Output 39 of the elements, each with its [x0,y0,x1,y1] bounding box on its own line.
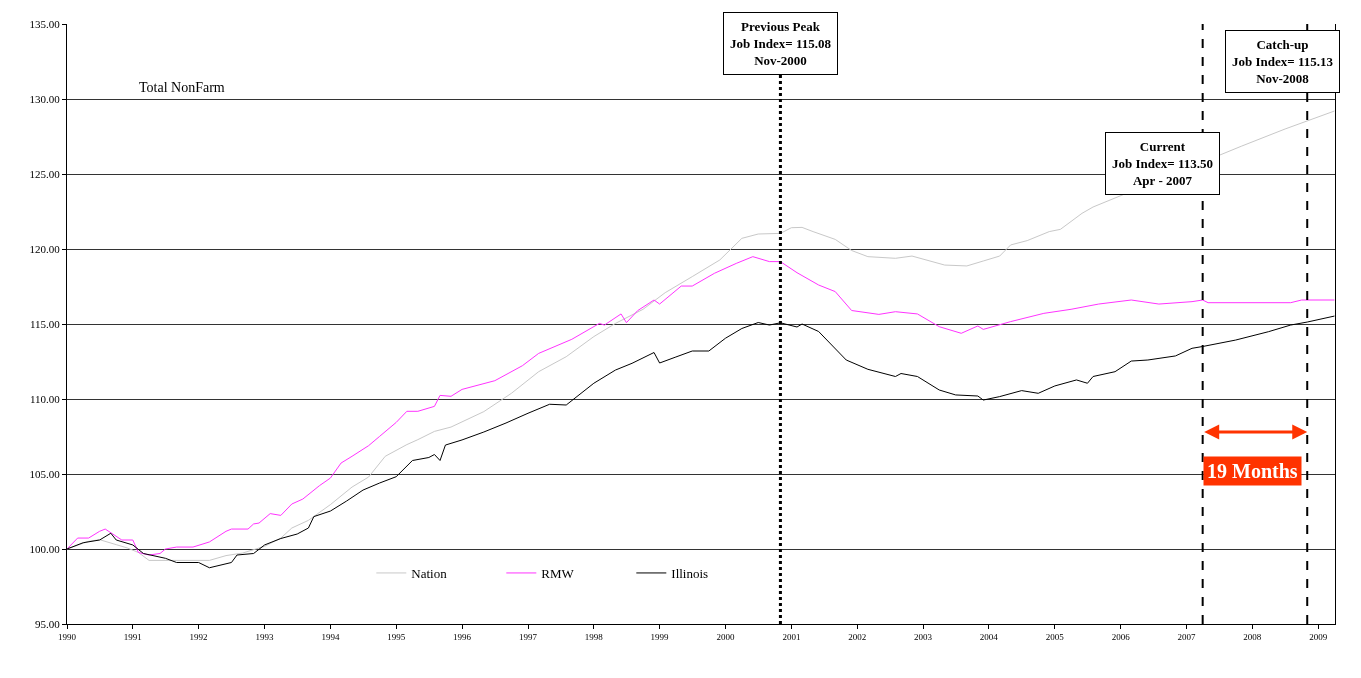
x-tick-label: 2004 [979,631,999,642]
x-tick-label: 1999 [650,631,670,642]
x-tick-label: 2000 [716,631,735,642]
y-tick-label: 130.00 [29,92,61,105]
x-tick-label: 2002 [848,631,867,642]
x-tick-label: 1993 [255,631,275,642]
x-tick-label: 1997 [519,631,538,642]
x-tick-label: 2006 [1111,631,1131,642]
x-tick-label: 2007 [1177,631,1196,642]
ref-line-label: Current Job Index= 113.50 Apr - 2007 [1112,139,1213,188]
legend-label: Nation [411,566,448,582]
ref-line-label: Catch-up Job Index= 115.13 Nov-2008 [1232,37,1334,86]
x-tick-label: 1995 [387,631,406,642]
ref-line-label: Previous Peak Job Index= 115.08 Nov-2000 [730,19,832,68]
y-tick-label: 135.00 [29,17,61,30]
x-tick-label: 1996 [453,631,472,642]
y-tick-label: 115.00 [29,317,61,330]
x-tick-label: 1991 [123,631,142,642]
legend-label: Illinois [671,566,709,582]
line-series [67,110,1335,561]
x-tick-label: 2003 [914,631,933,642]
annotation: Total NonFarm [139,80,225,95]
x-tick-label: 2005 [1045,631,1065,642]
annotation: 19 Months [1207,460,1298,482]
y-tick-label: 110.00 [29,392,61,405]
y-tick-label: 95.00 [35,617,61,630]
line-series [67,256,1335,556]
x-tick-label: 2008 [1243,631,1262,642]
x-tick-label: 2001 [782,631,801,642]
y-tick-label: 100.00 [29,542,61,555]
y-tick-label: 120.00 [29,242,61,255]
y-tick-label: 105.00 [29,467,61,480]
x-tick-label: 1990 [58,631,77,642]
y-tick-label: 125.00 [29,167,61,180]
x-tick-label: 1994 [321,631,340,642]
legend-label: RMW [541,566,575,582]
x-tick-label: 2009 [1309,631,1328,642]
x-tick-label: 1992 [189,631,208,642]
x-tick-label: 1998 [584,631,604,642]
